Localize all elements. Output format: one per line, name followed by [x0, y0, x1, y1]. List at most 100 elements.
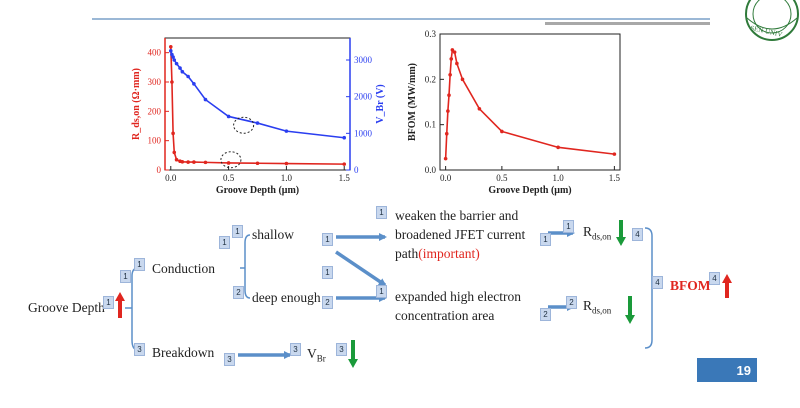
data-point: [180, 159, 185, 164]
y-tick-label: 0.3: [425, 29, 437, 39]
data-point: [178, 66, 182, 70]
data-point: [226, 161, 231, 165]
data-point: [556, 145, 560, 150]
plot-frame: [439, 33, 621, 171]
x-tick-label: 1.0: [553, 173, 565, 183]
data-point: [171, 131, 175, 136]
y-right-tick-label: 3000: [354, 55, 373, 65]
data-point: [342, 135, 347, 140]
shallow-label: shallow: [252, 227, 294, 242]
page-number: 19: [697, 358, 757, 382]
header-gray-bar: [545, 22, 710, 25]
x-axis-label: Groove Depth (μm): [216, 185, 299, 196]
data-point: [174, 157, 179, 162]
down-arrow-icon: [348, 220, 635, 368]
y-left-tick-label: 200: [148, 106, 162, 116]
weaken-line2: broadened JFET current: [395, 227, 526, 242]
step-badge: 3: [224, 353, 235, 366]
data-point: [477, 107, 482, 111]
data-point: [171, 55, 175, 59]
step-badge: 3: [134, 343, 145, 356]
data-point: [448, 73, 452, 77]
step-badge: 1: [120, 270, 131, 283]
x-tick-label: 0.5: [223, 173, 235, 183]
data-point: [186, 160, 190, 164]
up-arrow-icon: [115, 274, 732, 318]
vbr-label: VBr: [307, 346, 326, 364]
data-point: [172, 58, 177, 62]
x-tick-label: 1.5: [609, 173, 621, 183]
step-badge: 3: [336, 343, 347, 356]
x-axis-label: Groove Depth (μm): [488, 185, 571, 196]
data-point: [180, 69, 185, 74]
y-left-tick-label: 300: [148, 77, 162, 87]
step-badge: 1: [376, 206, 387, 219]
x-tick-label: 0.5: [496, 173, 508, 183]
data-point: [446, 109, 450, 113]
rds-vbr-chart: 0.0 0.5 1.0 1.501002003004000100020003000Gr…: [131, 37, 386, 196]
header-rule: [92, 18, 710, 20]
data-point: [460, 77, 465, 82]
expanded-line2: concentration area: [395, 308, 495, 323]
data-point: [455, 61, 459, 66]
step-badge: 2: [233, 286, 244, 299]
conduction-label: Conduction: [152, 261, 215, 276]
data-point: [449, 57, 454, 61]
step-badge: 1: [322, 266, 333, 279]
data-point: [450, 48, 455, 52]
step-badge: 4: [632, 228, 643, 241]
step-badge: 2: [540, 308, 551, 321]
data-point: [168, 45, 173, 49]
data-point: [172, 150, 177, 155]
y-tick-label: 0.0: [425, 165, 437, 175]
y-tick-label: 0.2: [425, 74, 436, 84]
data-point: [170, 80, 174, 84]
y-tick-label: 0.1: [425, 120, 436, 130]
data-point: [443, 156, 448, 161]
y-axis-label: BFOM (MW/mm): [407, 63, 418, 141]
step-badge: 1: [540, 233, 551, 246]
y-left-tick-label: 0: [157, 165, 162, 175]
step-badge: 1: [322, 233, 333, 246]
y-right-tick-label: 1000: [354, 128, 373, 138]
data-point: [612, 152, 617, 156]
data-point: [500, 129, 504, 134]
step-badge: 1: [219, 236, 230, 249]
data-point: [255, 161, 260, 166]
data-point: [255, 121, 260, 125]
data-point: [284, 129, 289, 133]
rds-on-label-2: Rds,on: [583, 298, 612, 316]
weaken-line3: path(important): [395, 246, 480, 261]
rds-on-label-1: Rds,on: [583, 224, 612, 242]
step-badge: 1: [376, 285, 387, 298]
x-tick-label: 1.0: [281, 173, 293, 183]
step-badge: 2: [566, 296, 577, 309]
series-line: [169, 46, 345, 165]
step-badge: 1: [563, 220, 574, 233]
breakdown-label: Breakdown: [152, 345, 215, 360]
data-point: [447, 93, 451, 97]
y-left-axis-label: R_ds,on (Ω·mm): [131, 68, 142, 140]
step-badge: 1: [103, 296, 114, 309]
y-left-tick-label: 400: [148, 48, 162, 58]
data-point: [186, 74, 190, 79]
deep-enough-label: deep enough: [252, 290, 321, 305]
vbr-annotation-circle: [233, 116, 255, 134]
groove-depth-label: Groove Depth: [28, 300, 105, 315]
step-badge: 1: [134, 258, 145, 271]
university-logo: SEN UNIV: [745, 0, 799, 41]
data-point: [452, 50, 457, 54]
step-badge: 4: [652, 276, 663, 289]
y-right-axis-label: V_Br (V): [375, 84, 386, 124]
data-point: [192, 160, 196, 164]
data-point: [203, 160, 208, 165]
y-left-tick-label: 100: [148, 136, 162, 146]
x-tick-label: 0.0: [440, 173, 452, 183]
bfom-label: BFOM: [670, 278, 711, 293]
data-point: [174, 61, 179, 66]
data-point: [284, 161, 289, 166]
weaken-line1: weaken the barrier and: [395, 208, 519, 223]
important-note: (important): [418, 246, 480, 261]
step-badge: 4: [709, 272, 720, 285]
